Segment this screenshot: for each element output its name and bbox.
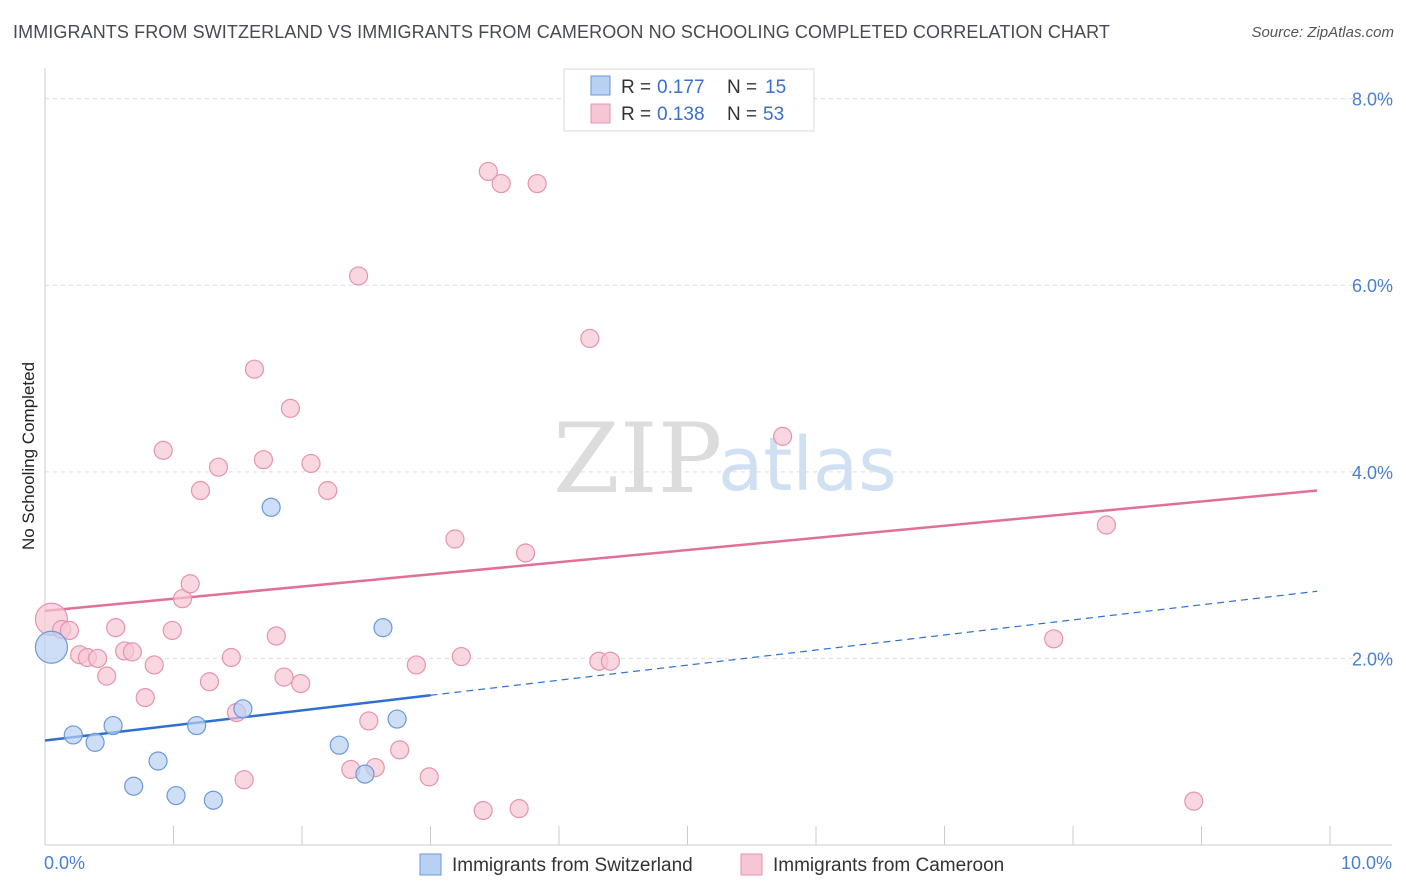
data-point-cameroon xyxy=(291,674,311,694)
data-point-cameroon xyxy=(318,480,338,501)
data-point-cameroon xyxy=(280,398,301,418)
watermark-atlas: atlas xyxy=(718,422,897,508)
y-tick-label: 2.0% xyxy=(1352,649,1393,669)
data-point-cameroon xyxy=(473,800,493,821)
grid xyxy=(45,98,1392,659)
data-point-switzerland xyxy=(85,732,105,752)
bottom-legend-label-cameroon: Immigrants from Cameroon xyxy=(773,855,1004,876)
legend-r-value-switzerland: 0.177 xyxy=(657,77,705,98)
legend-swatch-cameroon xyxy=(590,103,611,124)
data-point-cameroon xyxy=(234,770,254,790)
data-point-switzerland xyxy=(166,785,186,806)
y-tick-label: 8.0% xyxy=(1352,90,1393,110)
data-point-switzerland xyxy=(124,776,144,796)
trendline-switzerland-dashed xyxy=(430,590,1318,696)
data-point-cameroon xyxy=(122,642,142,662)
data-point-cameroon xyxy=(445,529,465,549)
data-point-cameroon xyxy=(390,740,410,760)
switzerland-points xyxy=(34,497,407,810)
y-tick-label: 6.0% xyxy=(1352,276,1393,296)
data-point-cameroon xyxy=(135,687,155,708)
data-point-switzerland xyxy=(373,618,393,638)
data-point-cameroon xyxy=(359,711,379,731)
data-point-cameroon xyxy=(515,543,536,563)
bottom-legend-label-switzerland: Immigrants from Switzerland xyxy=(452,855,693,876)
data-point-cameroon xyxy=(172,589,193,609)
data-point-cameroon xyxy=(144,655,164,675)
data-point-cameroon xyxy=(221,647,241,668)
data-point-cameroon xyxy=(190,480,211,501)
data-point-cameroon xyxy=(266,626,286,646)
legend-swatch-switzerland xyxy=(590,75,611,96)
x-ticks xyxy=(173,826,1331,845)
data-point-cameroon xyxy=(88,648,108,669)
x-tick-label-max: 10.0% xyxy=(1341,853,1392,873)
data-point-cameroon xyxy=(180,574,200,594)
data-point-switzerland xyxy=(355,764,375,784)
trendline-cameroon xyxy=(44,489,1318,613)
data-point-cameroon xyxy=(106,618,126,638)
legend-n-label-1: N = xyxy=(727,77,757,98)
data-point-switzerland xyxy=(203,790,223,810)
legend-r-label-2: R = xyxy=(621,104,651,125)
data-point-cameroon xyxy=(580,328,600,349)
source-credit: Source: ZipAtlas.com xyxy=(1251,24,1394,41)
data-point-switzerland xyxy=(63,725,83,745)
axes xyxy=(44,68,1392,846)
legend-n-value-cameroon: 53 xyxy=(763,104,784,125)
data-point-cameroon xyxy=(348,266,369,286)
data-point-switzerland xyxy=(233,699,253,719)
legend-r-value-cameroon: 0.138 xyxy=(657,104,705,125)
data-point-cameroon xyxy=(208,457,229,477)
bottom-legend-swatch-cameroon xyxy=(740,853,763,876)
data-point-cameroon xyxy=(1096,515,1117,535)
legend-n-label-2: N = xyxy=(727,104,757,125)
data-point-cameroon xyxy=(162,620,182,641)
data-point-switzerland xyxy=(387,709,407,729)
data-point-cameroon xyxy=(509,799,529,819)
bottom-legend: Immigrants from Switzerland Immigrants f… xyxy=(419,853,1004,876)
data-point-cameroon xyxy=(153,440,173,460)
y-axis-label: No Schooling Completed xyxy=(19,362,38,550)
data-point-switzerland xyxy=(148,751,168,771)
data-point-cameroon xyxy=(59,620,80,641)
data-point-switzerland xyxy=(329,735,349,755)
data-point-cameroon xyxy=(478,161,498,182)
legend-r-label-1: R = xyxy=(621,77,651,98)
chart-title: IMMIGRANTS FROM SWITZERLAND VS IMMIGRANT… xyxy=(13,22,1110,42)
y-tick-labels: 2.0% 4.0% 6.0% 8.0% xyxy=(1352,90,1393,670)
data-point-cameroon xyxy=(419,767,439,787)
data-point-cameroon xyxy=(274,667,294,687)
data-point-cameroon xyxy=(527,173,547,194)
data-point-cameroon xyxy=(451,646,471,667)
y-tick-label: 4.0% xyxy=(1352,463,1393,483)
legend-n-value-switzerland: 15 xyxy=(765,77,786,98)
data-point-cameroon xyxy=(406,655,426,675)
data-point-switzerland xyxy=(187,715,207,736)
data-point-cameroon xyxy=(244,359,265,379)
x-tick-label-min: 0.0% xyxy=(44,853,85,873)
watermark: ZIP atlas xyxy=(553,403,897,515)
data-point-cameroon xyxy=(1184,791,1204,811)
legend: R = 0.177 N = 15 R = 0.138 N = 53 xyxy=(563,68,815,132)
data-point-switzerland xyxy=(261,497,281,517)
data-point-cameroon xyxy=(301,453,321,474)
data-point-cameroon xyxy=(491,173,511,194)
data-point-cameroon xyxy=(97,666,117,686)
data-point-cameroon xyxy=(600,651,621,671)
data-point-cameroon xyxy=(199,672,220,692)
bottom-legend-swatch-switzerland xyxy=(419,853,442,876)
data-point-cameroon xyxy=(772,426,793,446)
data-point-switzerland xyxy=(103,715,123,736)
data-point-cameroon xyxy=(1044,629,1064,649)
cameroon-points xyxy=(34,89,1204,821)
watermark-zip: ZIP xyxy=(553,403,722,515)
data-point-switzerland xyxy=(34,630,69,664)
data-point-cameroon xyxy=(253,450,274,470)
